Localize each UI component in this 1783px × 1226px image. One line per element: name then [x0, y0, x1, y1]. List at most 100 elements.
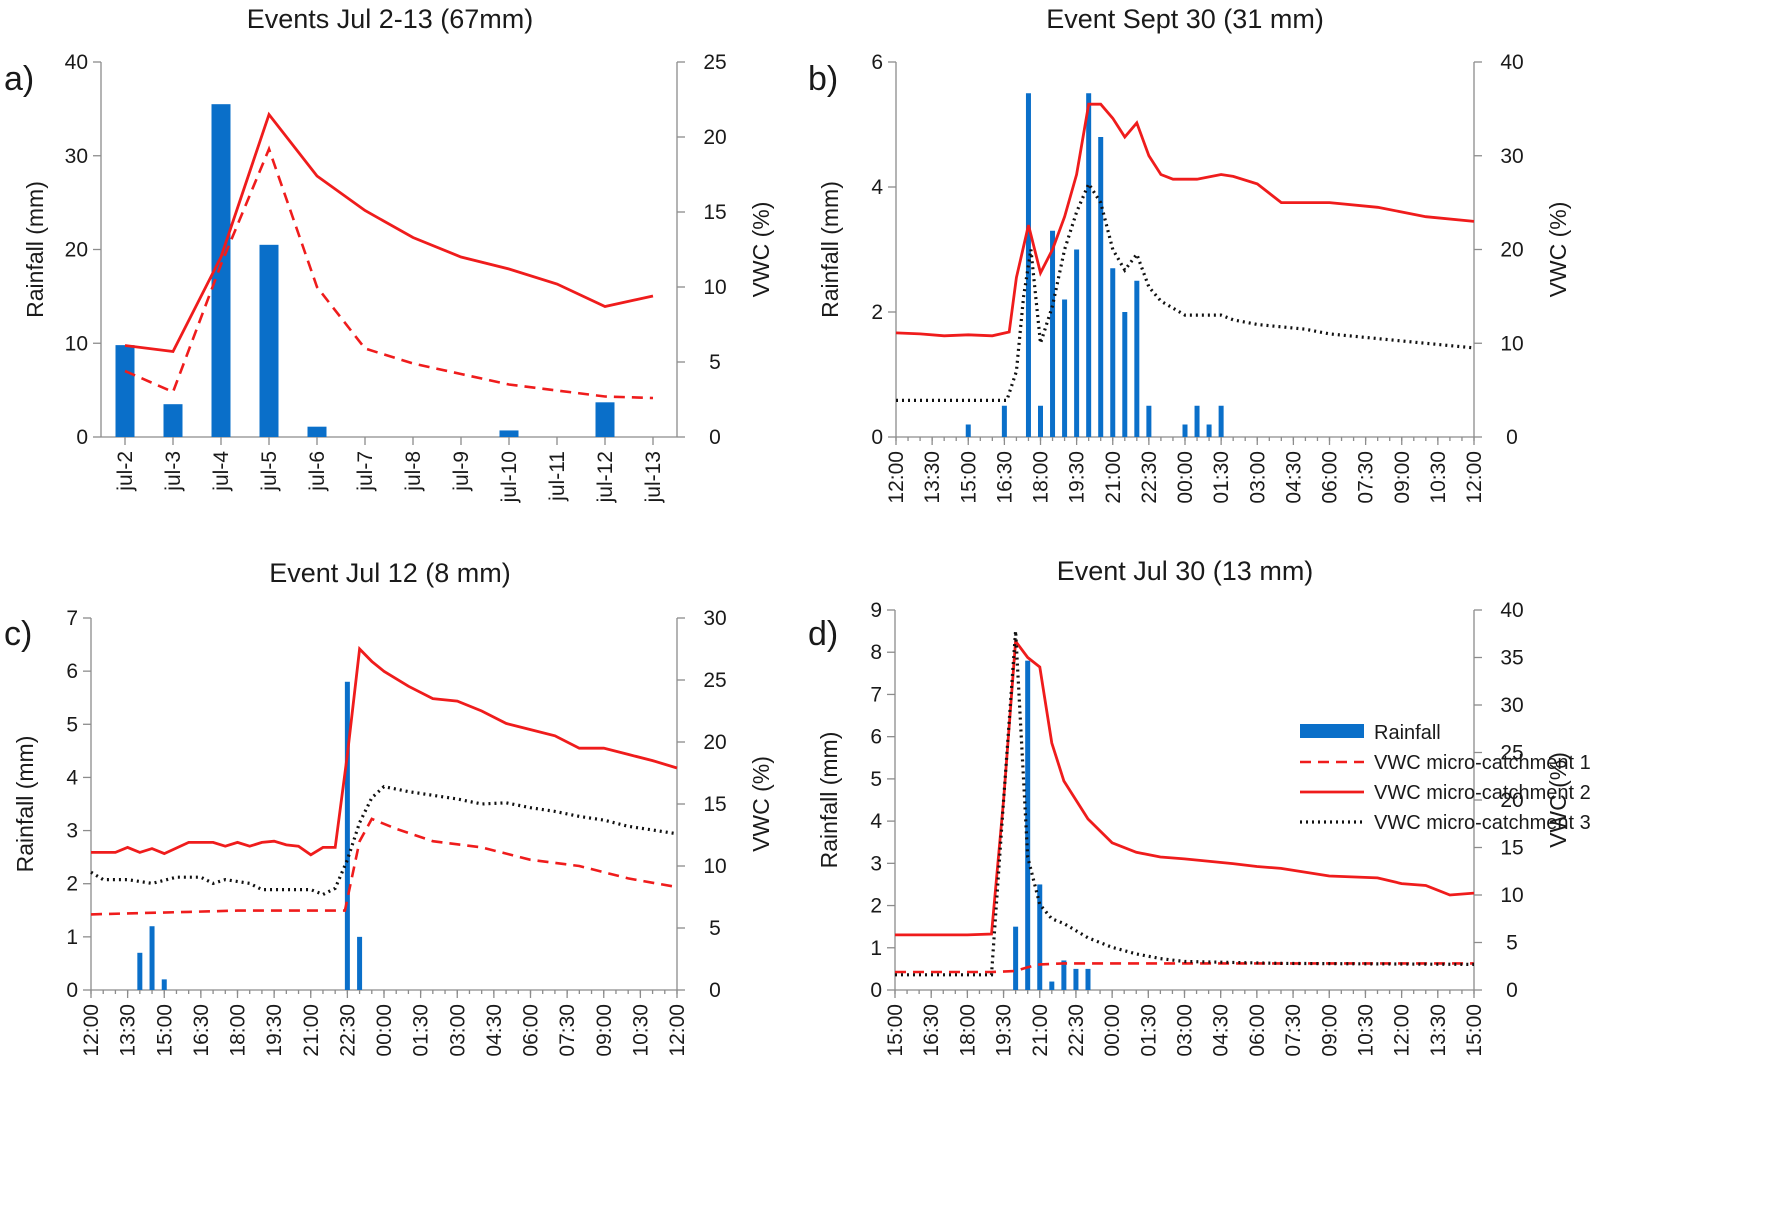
y2-axis-label: VWC (%) [1545, 202, 1571, 298]
x-tick-label: 19:30 [1066, 451, 1089, 504]
rainfall-bar [161, 979, 167, 990]
x-tick-label: 03:00 [1246, 451, 1269, 504]
vwc-line-dotted [90, 784, 678, 897]
rainfall-bar [1025, 93, 1031, 437]
y-tick-label: 0 [870, 979, 882, 1002]
rainfall-bars [137, 681, 363, 990]
rainfall-bar [137, 952, 143, 990]
rainfall-bar [1074, 249, 1080, 437]
y-tick-label: 0 [66, 979, 78, 1002]
rainfall-bar [1037, 884, 1043, 990]
y2-tick-label: 20 [1500, 789, 1523, 812]
vwc-lines [124, 111, 654, 400]
rainfall-bar [1025, 660, 1031, 990]
x-tick-label: 21:00 [1029, 1004, 1052, 1057]
rainfall-bar [1049, 981, 1055, 990]
rainfall-bar [1086, 93, 1092, 437]
x-tick-label: 12:00 [1463, 451, 1486, 504]
x-tick-label: 12:00 [885, 451, 908, 504]
rainfall-bar [1146, 405, 1152, 437]
y2-tick-label: 5 [709, 917, 721, 940]
x-tick-label: jul-12 [594, 451, 617, 503]
y2-tick-label: 35 [1500, 647, 1523, 670]
y-tick-label: 1 [66, 926, 78, 949]
x-tick-label: 18:00 [1030, 451, 1053, 504]
y-tick-label: 3 [66, 820, 78, 843]
vwc-line-dashed [895, 962, 1474, 974]
x-tick-label: 16:30 [190, 1004, 213, 1057]
legend-swatch [1300, 724, 1364, 738]
x-tick-label: 15:00 [884, 1004, 907, 1057]
x-tick-label: 19:30 [993, 1004, 1016, 1057]
y2-tick-label: 10 [703, 276, 726, 299]
x-tick-label: jul-3 [162, 451, 185, 492]
y-tick-label: 3 [870, 852, 882, 875]
y-tick-label: 8 [870, 641, 882, 664]
vwc-line-solid [91, 645, 678, 857]
vwc-line-solid [895, 102, 1475, 338]
x-tick-label: 22:30 [1065, 1004, 1088, 1057]
legend-item: VWC micro-catchment 3 [1300, 812, 1591, 834]
x-tick-label: 21:00 [1102, 451, 1125, 504]
y-tick-label: 4 [66, 766, 78, 789]
x-tick-label: 01:30 [1210, 451, 1233, 504]
x-tick-label: 00:00 [373, 1004, 396, 1057]
y2-tick-label: 20 [703, 731, 726, 754]
x-tick-label: 09:00 [593, 1004, 616, 1057]
vwc-line-dashed [124, 145, 654, 400]
chart-title: Event Jul 12 (8 mm) [269, 558, 511, 588]
y-tick-label: 40 [65, 51, 88, 74]
x-tick-label: jul-5 [258, 451, 281, 492]
rainfall-bar [357, 936, 363, 990]
y2-tick-label: 5 [1506, 932, 1518, 955]
x-tick-label: 04:30 [1282, 451, 1305, 504]
y2-tick-label: 30 [703, 607, 726, 630]
rainfall-bars [115, 104, 615, 437]
rainfall-bar [1073, 968, 1079, 990]
rainfall-bar [1050, 230, 1056, 437]
x-tick-label: 06:00 [1319, 451, 1342, 504]
x-tick-label: 07:30 [1282, 1004, 1305, 1057]
y-tick-label: 6 [871, 51, 883, 74]
x-tick-label: 01:30 [410, 1004, 433, 1057]
rainfall-bar [115, 345, 135, 437]
rainfall-bar [1062, 299, 1068, 437]
y-tick-label: 1 [870, 937, 882, 960]
y-tick-label: 9 [870, 599, 882, 622]
vwc-line-dashed [90, 817, 678, 916]
rainfall-bar [344, 681, 350, 990]
vwc-lines [895, 102, 1475, 402]
y2-tick-label: 25 [703, 51, 726, 74]
y-tick-label: 4 [870, 810, 882, 833]
x-tick-label: 00:00 [1174, 451, 1197, 504]
rainfall-bar [1110, 268, 1116, 437]
y2-tick-label: 10 [1500, 332, 1523, 355]
y-tick-label: 30 [65, 145, 88, 168]
y-tick-label: 2 [871, 301, 883, 324]
chart-title: Events Jul 2-13 (67mm) [247, 4, 534, 34]
x-tick-label: 12:00 [666, 1004, 689, 1057]
vwc-lines [90, 645, 678, 916]
y-tick-label: 10 [65, 332, 88, 355]
y-axis-label: Rainfall (mm) [12, 736, 38, 873]
y-tick-label: 0 [871, 426, 883, 449]
x-tick-label: jul-9 [450, 451, 473, 492]
y-tick-label: 4 [871, 176, 883, 199]
y2-axis-label: VWC (%) [1545, 752, 1571, 848]
x-tick-label: 07:30 [556, 1004, 579, 1057]
x-tick-label: 13:30 [117, 1004, 140, 1057]
rainfall-bar [499, 430, 519, 437]
x-tick-label: 12:00 [1391, 1004, 1414, 1057]
legend-label: Rainfall [1374, 722, 1441, 744]
vwc-lines [895, 630, 1475, 977]
y2-tick-label: 0 [1506, 426, 1518, 449]
y-tick-label: 20 [65, 239, 88, 262]
legend-item: Rainfall [1300, 722, 1441, 744]
x-tick-label: 09:00 [1318, 1004, 1341, 1057]
x-tick-label: 06:00 [1246, 1004, 1269, 1057]
rainfall-bar [1194, 405, 1200, 437]
x-tick-label: 04:30 [483, 1004, 506, 1057]
chart-panel-b: b) Event Sept 30 (31 mm) 0 2 4 6 0 10 20 30 40 Rain… [808, 4, 1571, 504]
y2-tick-label: 25 [703, 669, 726, 692]
